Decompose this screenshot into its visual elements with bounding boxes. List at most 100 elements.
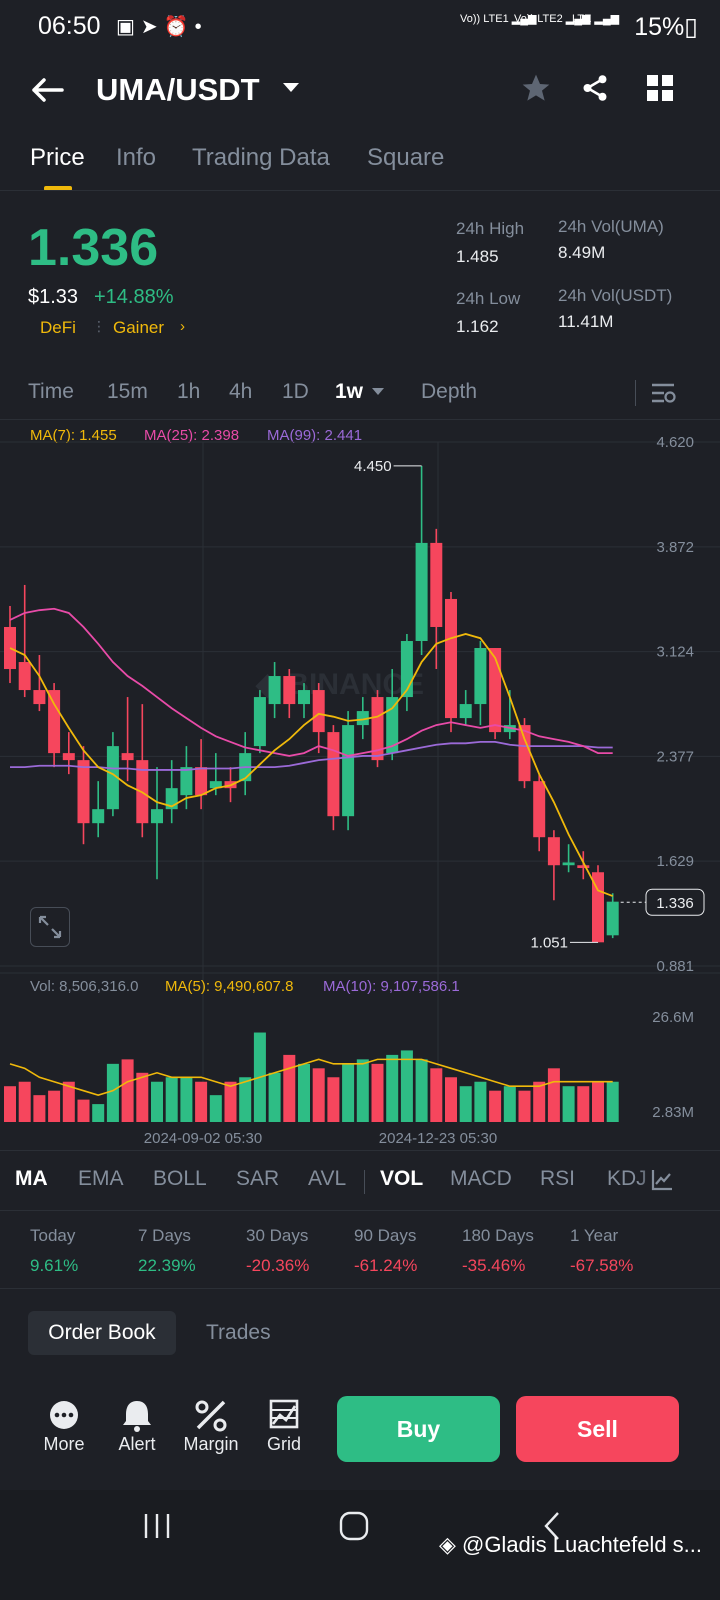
volume-bar — [18, 1081, 31, 1122]
chart-settings-icon[interactable] — [650, 382, 676, 404]
price-change: +14.88% — [94, 286, 174, 308]
candle-body — [151, 809, 163, 824]
buy-button[interactable]: Buy — [337, 1396, 500, 1462]
performance-value: -61.24% — [354, 1256, 418, 1275]
status-bar: 06:50 ▣➤⏰• Vo)) LTE1 ▂▄▆ Vo)) LTE2 ▂▄▆ L… — [0, 0, 720, 52]
volume-bar — [592, 1081, 604, 1122]
volume-bar — [327, 1077, 340, 1122]
tab-info[interactable]: Info — [116, 144, 157, 171]
indicator-settings-icon[interactable] — [650, 1168, 674, 1192]
bell-icon — [123, 1401, 151, 1432]
timeframe-4h[interactable]: 4h — [229, 380, 253, 403]
performance-label: 1 Year — [570, 1226, 619, 1245]
alarm-icon: ⏰ — [163, 16, 195, 38]
timeframe-1w[interactable]: 1w — [335, 380, 364, 403]
volume-bar — [283, 1054, 296, 1122]
candle-body — [253, 697, 266, 747]
performance-value: 9.61% — [30, 1256, 79, 1275]
tab-order-book[interactable]: Order Book — [28, 1311, 176, 1355]
candle-body — [298, 690, 310, 705]
tabs-divider — [0, 190, 720, 191]
tab-square[interactable]: Square — [367, 144, 445, 171]
price-axis-label: 0.881 — [656, 958, 694, 975]
indicator-ma[interactable]: MA — [15, 1167, 48, 1190]
favorite-star-icon[interactable] — [520, 72, 552, 104]
pair-title[interactable]: UMA/USDT — [96, 72, 260, 107]
volume-bar — [533, 1081, 546, 1122]
candle-body — [577, 865, 590, 869]
ma25-line — [9, 607, 613, 757]
chevron-right-icon[interactable]: › — [180, 318, 185, 335]
candle-body — [533, 781, 546, 838]
volume-bar — [547, 1068, 560, 1122]
more-button[interactable]: More — [29, 1398, 99, 1455]
volume-bar — [518, 1090, 531, 1122]
indicator-vol[interactable]: VOL — [380, 1167, 424, 1190]
timeframe-divider — [635, 380, 636, 406]
timeframe-time[interactable]: Time — [28, 380, 74, 403]
share-icon[interactable] — [580, 72, 610, 104]
candle-body — [77, 760, 90, 824]
volume-bar — [77, 1099, 90, 1122]
volume-bar — [239, 1077, 252, 1122]
pair-dropdown-icon[interactable] — [282, 82, 300, 94]
indicator-avl[interactable]: AVL — [308, 1167, 347, 1190]
alert-button[interactable]: Alert — [102, 1398, 172, 1455]
candle-body — [415, 542, 428, 642]
tag-separator: ⋮ — [92, 318, 106, 334]
margin-button[interactable]: Margin — [176, 1398, 246, 1455]
volume-bar — [415, 1059, 428, 1122]
fullscreen-button[interactable] — [30, 907, 70, 947]
chart-top-divider — [0, 419, 720, 420]
candle-body — [459, 704, 472, 719]
candle-body — [180, 767, 193, 796]
tab-price[interactable]: Price — [30, 144, 85, 171]
indicator-boll[interactable]: BOLL — [153, 1167, 207, 1190]
timeframe-depth[interactable]: Depth — [421, 380, 478, 403]
tab-trading-data[interactable]: Trading Data — [192, 144, 330, 171]
vol-quote-value: 11.41M — [558, 312, 614, 331]
performance-value: 22.39% — [138, 1256, 196, 1275]
volume-bar — [224, 1081, 237, 1122]
grid-layout-icon[interactable] — [646, 74, 674, 102]
timeframe-1h[interactable]: 1h — [177, 380, 201, 403]
indicator-macd[interactable]: MACD — [450, 1167, 512, 1190]
indicator-rsi[interactable]: RSI — [540, 1167, 576, 1190]
image-icon: ▣ — [116, 16, 141, 38]
grid-trading-icon — [269, 1399, 299, 1429]
candle-body — [121, 753, 134, 761]
vol-quote-label: 24h Vol(USDT) — [558, 286, 673, 305]
vol-legend: Vol: 8,506,316.0 — [30, 978, 139, 995]
chart-grid — [0, 441, 720, 1122]
back-nav-icon[interactable] — [540, 1510, 564, 1542]
more-icon — [50, 1401, 78, 1429]
indicator-kdj[interactable]: KDJ — [607, 1167, 647, 1190]
tag-defi[interactable]: DeFi — [40, 318, 76, 337]
volume-axis-max: 26.6M — [652, 1009, 694, 1026]
indicator-sar[interactable]: SAR — [236, 1167, 280, 1190]
grid-button[interactable]: Grid — [249, 1398, 319, 1455]
ma7-line — [9, 633, 614, 897]
back-arrow-icon[interactable] — [30, 76, 64, 104]
timeframe-1d[interactable]: 1D — [282, 380, 309, 403]
indicator-ema[interactable]: EMA — [78, 1167, 124, 1190]
volume-bar — [386, 1054, 399, 1122]
candle-body — [48, 690, 61, 754]
recent-apps-icon[interactable] — [142, 1512, 172, 1540]
sell-button[interactable]: Sell — [516, 1396, 679, 1462]
volume-bar — [503, 1086, 516, 1122]
volume-bar — [92, 1104, 105, 1122]
price-axis-label: 3.124 — [656, 644, 694, 661]
binance-watermark: ◆ BINANCE — [255, 668, 424, 701]
timeframe-15m[interactable]: 15m — [107, 380, 148, 403]
tag-gainer[interactable]: Gainer — [113, 318, 165, 337]
candlestick-chart[interactable]: ◆ BINANCE 4.620 3.872 3.124 2.377 1.629 0.881… — [0, 420, 720, 1150]
timeframe-dropdown-icon[interactable] — [372, 388, 384, 396]
tab-trades[interactable]: Trades — [206, 1321, 271, 1344]
indicator-top-divider — [0, 1150, 720, 1151]
vol-base-label: 24h Vol(UMA) — [558, 217, 664, 236]
home-icon[interactable] — [338, 1510, 370, 1542]
high-label: 24h High — [456, 219, 525, 238]
candle-body — [474, 648, 487, 705]
volume-ma-line — [9, 1058, 613, 1096]
